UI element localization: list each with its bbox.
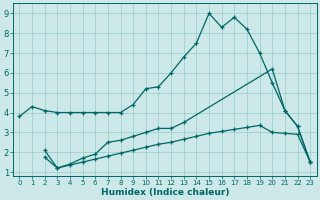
X-axis label: Humidex (Indice chaleur): Humidex (Indice chaleur): [100, 188, 229, 197]
